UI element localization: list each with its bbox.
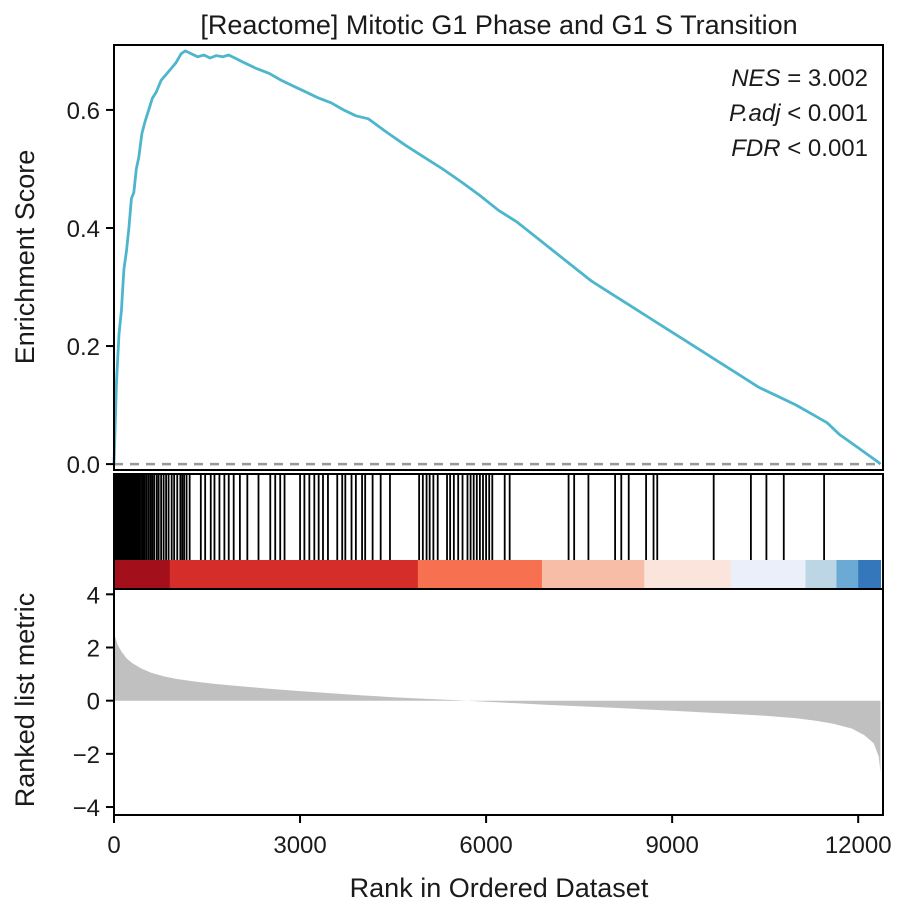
gradient-segment (541, 560, 645, 589)
es-y-axis: 0.0 0.2 0.4 0.6 (67, 98, 114, 479)
es-y-tick-label: 0.4 (67, 216, 100, 243)
gradient-segment (114, 560, 171, 589)
gradient-segment (169, 560, 419, 589)
metric-panel: 4 2 0 −2 −4 Ranked list metric (10, 582, 884, 822)
metric-y-tick-label: 0 (87, 689, 100, 716)
es-y-label: Enrichment Score (10, 150, 40, 365)
metric-y-tick-label: 2 (87, 635, 100, 662)
stat-label: NES (731, 65, 780, 92)
stat-label: FDR (731, 135, 780, 162)
ranked-gradient-bar (114, 560, 882, 589)
hits-panel (113, 473, 884, 590)
metric-panel-frame (113, 588, 884, 816)
gradient-segment (417, 560, 543, 589)
metric-y-tick-label: −2 (73, 742, 100, 769)
enrichment-panel: 0.0 0.2 0.4 0.6 Enrichment Score NES = 3.00… (10, 44, 884, 479)
metric-area (114, 631, 881, 773)
es-y-tick-label: 0.2 (67, 334, 100, 361)
stat-value: = 3.002 (781, 65, 868, 92)
x-tick-label: 3000 (273, 832, 326, 859)
stat-value: < 0.001 (781, 100, 868, 127)
gradient-segment (836, 560, 859, 589)
gene-hit-lines (114, 474, 825, 560)
x-tick-label: 12000 (825, 832, 892, 859)
es-panel-frame (113, 44, 884, 471)
x-axis: 0 3000 6000 9000 12000 (107, 815, 892, 859)
x-tick-label: 9000 (645, 832, 698, 859)
x-axis-label: Rank in Ordered Dataset (350, 873, 649, 903)
stat-label: P.adj (729, 100, 781, 127)
chart-title: [Reactome] Mitotic G1 Phase and G1 S Tra… (200, 10, 797, 40)
metric-y-tick-label: 4 (87, 582, 100, 609)
metric-y-label: Ranked list metric (10, 593, 40, 808)
stat-value: < 0.001 (781, 135, 868, 162)
gradient-segment (858, 560, 882, 589)
stat-line: FDR < 0.001 (731, 135, 868, 162)
x-tick-label: 6000 (459, 832, 512, 859)
stat-line: P.adj < 0.001 (729, 100, 868, 127)
metric-y-tick-label: −4 (73, 795, 100, 822)
stat-line: NES = 3.002 (731, 65, 868, 92)
es-y-tick-label: 0.6 (67, 98, 100, 125)
gradient-segment (805, 560, 837, 589)
gradient-segment (731, 560, 806, 589)
es-curve (112, 49, 882, 466)
gradient-segment (644, 560, 732, 589)
x-tick-label: 0 (107, 832, 120, 859)
metric-y-axis: 4 2 0 −2 −4 (73, 582, 114, 822)
es-y-tick-label: 0.0 (67, 452, 100, 479)
